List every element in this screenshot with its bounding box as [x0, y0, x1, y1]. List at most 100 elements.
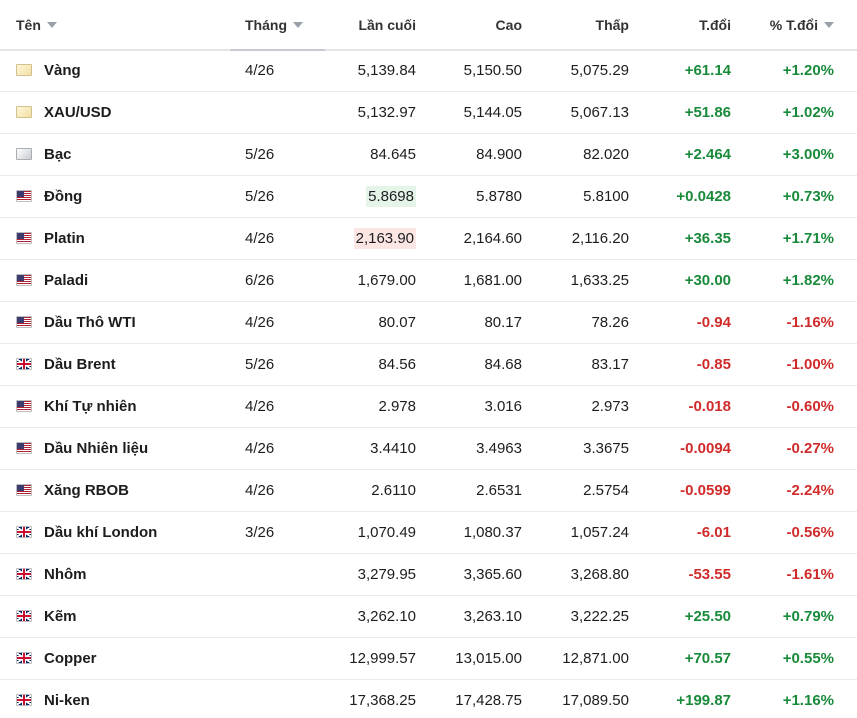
instrument-name-link[interactable]: Dầu Thô WTI	[44, 313, 136, 331]
us-flag-icon	[16, 273, 32, 286]
instrument-name-link[interactable]: Platin	[44, 229, 85, 247]
instrument-name-link[interactable]: Khí Tự nhiên	[44, 397, 137, 415]
sort-down-icon[interactable]	[293, 21, 303, 28]
last-price-cell: 3.4410	[325, 427, 430, 470]
instrument-name-link[interactable]: Xăng RBOB	[44, 481, 130, 499]
us-flag-icon	[16, 231, 32, 244]
low-price-cell: 2,116.20	[536, 217, 643, 260]
instrument-cell[interactable]: Bạc	[0, 133, 230, 176]
table-row[interactable]: Dầu Nhiên liệu 4/26 3.4410 3.4963 3.3675…	[0, 427, 857, 470]
last-price-cell: 2,163.90	[325, 217, 430, 260]
instrument-name-link[interactable]: Ni-ken	[44, 691, 90, 709]
last-price-cell: 84.645	[325, 133, 430, 176]
low-price-cell: 2.5754	[536, 469, 643, 512]
last-price-cell: 2.978	[325, 385, 430, 428]
column-header-last-label: Lần cuối	[358, 16, 416, 33]
sort-down-icon[interactable]	[824, 21, 834, 28]
last-price-value: 84.56	[378, 355, 416, 373]
column-header-change-pct[interactable]: % T.đổi	[745, 0, 857, 51]
instrument-cell[interactable]: Xăng RBOB	[0, 469, 230, 512]
table-row[interactable]: Nhôm 3,279.95 3,365.60 3,268.80 -53.55 -…	[0, 553, 857, 596]
table-row[interactable]: Paladi 6/26 1,679.00 1,681.00 1,633.25 +…	[0, 259, 857, 302]
last-price-value: 5,132.97	[357, 103, 416, 121]
instrument-name-link[interactable]: Paladi	[44, 271, 89, 289]
change-cell: +51.86	[643, 91, 745, 134]
instrument-cell[interactable]: Platin	[0, 217, 230, 260]
instrument-cell[interactable]: Kẽm	[0, 595, 230, 638]
us-flag-icon	[16, 441, 32, 454]
change-cell: -0.0599	[643, 469, 745, 512]
instrument-cell[interactable]: Dầu Nhiên liệu	[0, 427, 230, 470]
table-body: Vàng 4/26 5,139.84 5,150.50 5,075.29 +61…	[0, 50, 857, 718]
instrument-name-link[interactable]: Nhôm	[44, 565, 87, 583]
table-header: Tên Tháng Lần cuối Cao Thấp T.đổi % T.đổ…	[0, 0, 857, 51]
high-price-cell: 80.17	[430, 301, 536, 344]
high-price-cell: 84.900	[430, 133, 536, 176]
high-price-cell: 17,428.75	[455, 691, 522, 709]
instrument-name-link[interactable]: Vàng	[44, 62, 81, 80]
last-price-cell: 84.56	[325, 343, 430, 386]
month-cell: 6/26	[230, 259, 325, 302]
table-row[interactable]: Đồng 5/26 5.8698 5.8780 5.8100 +0.0428 +…	[0, 175, 857, 218]
instrument-name-link[interactable]: Kẽm	[44, 607, 77, 625]
instrument-name-link[interactable]: Dầu khí London	[44, 523, 158, 541]
change-cell: +36.35	[643, 217, 745, 260]
instrument-name-link[interactable]: Đồng	[44, 187, 83, 205]
gold-flag-icon	[16, 64, 32, 77]
us-flag-icon	[16, 189, 32, 202]
high-price-cell: 3,365.60	[430, 553, 536, 596]
table-row[interactable]: XAU/USD 5,132.97 5,144.05 5,067.13 +51.8…	[0, 91, 857, 134]
high-price-cell: 3.016	[430, 385, 536, 428]
table-row[interactable]: Xăng RBOB 4/26 2.6110 2.6531 2.5754 -0.0…	[0, 469, 857, 512]
table-row[interactable]: Dầu Brent 5/26 84.56 84.68 83.17 -0.85 -…	[0, 343, 857, 386]
instrument-cell[interactable]: Đồng	[0, 175, 230, 218]
last-price-value: 84.645	[370, 145, 416, 163]
high-price-cell: 3.4963	[430, 427, 536, 470]
instrument-cell[interactable]: Khí Tự nhiên	[0, 385, 230, 428]
instrument-cell[interactable]: Nhôm	[0, 553, 230, 596]
column-header-change-pct-label: % T.đổi	[769, 16, 818, 33]
table-row[interactable]: Copper 12,999.57 13,015.00 12,871.00 +70…	[0, 637, 857, 680]
instrument-cell[interactable]: Vàng	[0, 50, 230, 92]
month-cell	[230, 637, 325, 680]
last-price-value: 2,163.90	[353, 227, 416, 249]
column-header-change[interactable]: T.đổi	[643, 0, 745, 51]
table-row[interactable]: Dầu Thô WTI 4/26 80.07 80.17 78.26 -0.94…	[0, 301, 857, 344]
instrument-cell[interactable]: XAU/USD	[0, 91, 230, 134]
month-cell: 4/26	[230, 217, 325, 260]
instrument-cell[interactable]: Paladi	[0, 259, 230, 302]
instrument-name-link[interactable]: XAU/USD	[44, 103, 112, 121]
month-cell: 5/26	[230, 343, 325, 386]
instrument-cell[interactable]: Ni-ken	[0, 679, 230, 718]
instrument-name-link[interactable]: Dầu Nhiên liệu	[44, 439, 149, 457]
instrument-name-link[interactable]: Bạc	[44, 145, 72, 163]
column-header-name[interactable]: Tên	[0, 0, 230, 51]
month-cell	[230, 595, 325, 638]
low-price-cell: 3.3675	[536, 427, 643, 470]
change-cell: +25.50	[643, 595, 745, 638]
last-price-value: 5,139.84	[357, 62, 416, 80]
column-header-month[interactable]: Tháng	[230, 0, 325, 51]
uk-flag-icon	[16, 693, 32, 706]
instrument-cell[interactable]: Copper	[0, 637, 230, 680]
instrument-cell[interactable]: Dầu khí London	[0, 511, 230, 554]
instrument-cell[interactable]: Dầu Brent	[0, 343, 230, 386]
table-row[interactable]: Khí Tự nhiên 4/26 2.978 3.016 2.973 -0.0…	[0, 385, 857, 428]
table-row[interactable]: Kẽm 3,262.10 3,263.10 3,222.25 +25.50 +0…	[0, 595, 857, 638]
instrument-cell[interactable]: Dầu Thô WTI	[0, 301, 230, 344]
table-row[interactable]: Vàng 4/26 5,139.84 5,150.50 5,075.29 +61…	[0, 50, 857, 92]
table-row[interactable]: Bạc 5/26 84.645 84.900 82.020 +2.464 +3.…	[0, 133, 857, 176]
instrument-name-link[interactable]: Dầu Brent	[44, 355, 116, 373]
table-row[interactable]: Platin 4/26 2,163.90 2,164.60 2,116.20 +…	[0, 217, 857, 260]
column-header-low[interactable]: Thấp	[536, 0, 643, 51]
table-row[interactable]: Ni-ken 17,368.25 17,428.75 17,089.50 +19…	[0, 679, 857, 718]
sort-down-icon[interactable]	[46, 21, 57, 28]
change-pct-cell: +1.82%	[745, 259, 857, 302]
column-header-last[interactable]: Lần cuối	[325, 0, 430, 51]
low-price-cell: 78.26	[536, 301, 643, 344]
last-price-value: 2.6110	[371, 481, 416, 499]
change-cell: +70.57	[643, 637, 745, 680]
table-row[interactable]: Dầu khí London 3/26 1,070.49 1,080.37 1,…	[0, 511, 857, 554]
column-header-high[interactable]: Cao	[430, 0, 536, 51]
instrument-name-link[interactable]: Copper	[44, 649, 97, 667]
